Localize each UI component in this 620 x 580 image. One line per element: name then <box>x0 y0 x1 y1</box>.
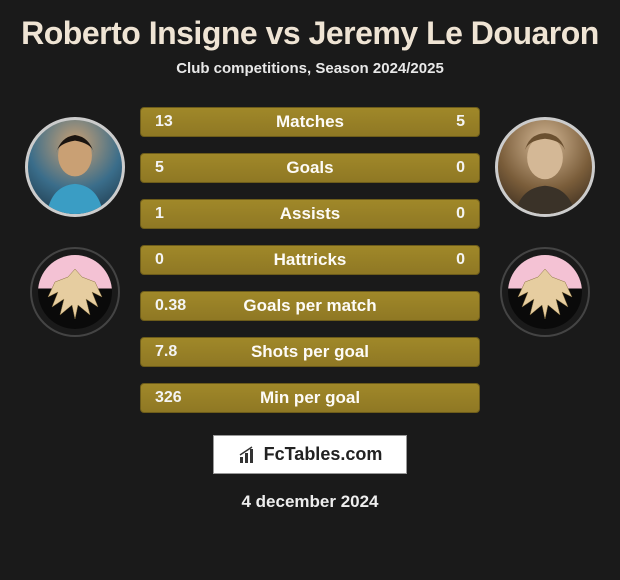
stat-right-value: 0 <box>456 251 465 269</box>
stat-left-value: 0 <box>155 251 164 269</box>
player-right-avatar <box>495 117 595 217</box>
stats-column: 13 Matches 5 5 Goals 0 1 Assists 0 <box>140 107 480 413</box>
stat-label: Assists <box>280 204 340 224</box>
stat-row-assists: 1 Assists 0 <box>140 199 480 229</box>
brand-text: FcTables.com <box>264 444 383 465</box>
club-right-badge <box>500 247 590 337</box>
stat-row-hattricks: 0 Hattricks 0 <box>140 245 480 275</box>
stat-right-value: 0 <box>456 205 465 223</box>
stat-label: Goals per match <box>243 296 376 316</box>
stat-right-value: 0 <box>456 159 465 177</box>
player-left-avatar <box>25 117 125 217</box>
stat-label: Min per goal <box>260 388 360 408</box>
stat-row-shots-per-goal: 7.8 Shots per goal <box>140 337 480 367</box>
page-title: Roberto Insigne vs Jeremy Le Douaron <box>21 15 599 52</box>
stat-row-min-per-goal: 326 Min per goal <box>140 383 480 413</box>
comparison-area: 13 Matches 5 5 Goals 0 1 Assists 0 <box>0 107 620 413</box>
stat-right-value: 5 <box>456 113 465 131</box>
stat-label: Goals <box>286 158 333 178</box>
chart-icon <box>238 445 258 465</box>
stat-label: Hattricks <box>274 250 347 270</box>
subtitle: Club competitions, Season 2024/2025 <box>176 60 444 77</box>
stat-left-value: 1 <box>155 205 164 223</box>
stat-row-goals: 5 Goals 0 <box>140 153 480 183</box>
stat-row-matches: 13 Matches 5 <box>140 107 480 137</box>
brand-link[interactable]: FcTables.com <box>213 435 408 474</box>
club-left-badge <box>30 247 120 337</box>
stat-left-value: 7.8 <box>155 343 177 361</box>
stat-row-goals-per-match: 0.38 Goals per match <box>140 291 480 321</box>
stat-left-value: 0.38 <box>155 297 186 315</box>
stat-left-value: 5 <box>155 159 164 177</box>
stat-left-value: 326 <box>155 389 182 407</box>
date-label: 4 december 2024 <box>241 492 378 512</box>
left-column <box>25 107 125 337</box>
stat-left-value: 13 <box>155 113 173 131</box>
stat-label: Shots per goal <box>251 342 369 362</box>
right-column <box>495 107 595 337</box>
stat-label: Matches <box>276 112 344 132</box>
